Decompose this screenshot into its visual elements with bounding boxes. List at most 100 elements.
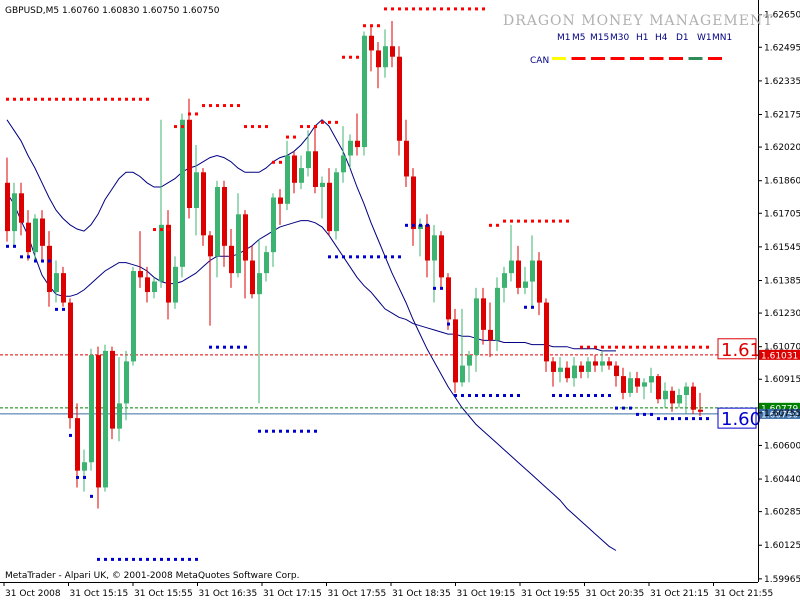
candle-body xyxy=(306,151,311,169)
resistance-dot xyxy=(489,223,492,227)
candle-body xyxy=(404,140,409,177)
envelope-bands xyxy=(6,119,617,551)
candle-body xyxy=(656,376,661,400)
resistance-dot xyxy=(111,97,114,101)
price-box xyxy=(717,407,757,429)
candle-body xyxy=(586,361,591,372)
support-dot xyxy=(615,406,618,410)
y-tick-label: 1.62175 xyxy=(764,111,800,121)
dots-layer xyxy=(6,7,709,561)
candle-body xyxy=(670,390,675,404)
candle-body xyxy=(131,271,136,362)
resistance-dot xyxy=(468,7,471,11)
resistance-dot xyxy=(139,97,142,101)
support-dot xyxy=(279,429,282,433)
candle-body xyxy=(481,298,486,330)
resistance-dot xyxy=(272,160,275,164)
support-dot xyxy=(244,345,247,349)
candle-body xyxy=(54,273,59,293)
x-tick-label: 31 Oct 20:35 xyxy=(586,589,645,599)
support-dot xyxy=(181,557,184,561)
support-dot xyxy=(405,223,408,227)
candle-body xyxy=(523,281,528,288)
support-dot xyxy=(90,494,93,498)
support-dot xyxy=(510,394,513,398)
support-dot xyxy=(237,345,240,349)
resistance-dot xyxy=(559,219,562,223)
support-dot xyxy=(34,259,37,263)
candle-body xyxy=(75,418,80,471)
candle-body xyxy=(474,298,479,356)
resistance-dot xyxy=(636,345,639,349)
candle-body xyxy=(68,302,73,419)
support-dot xyxy=(265,429,268,433)
resistance-dot xyxy=(237,104,240,108)
support-dot xyxy=(419,223,422,227)
support-dot xyxy=(55,307,58,311)
candle-body xyxy=(369,35,374,51)
support-dot xyxy=(461,394,464,398)
candle-body xyxy=(432,235,437,261)
candle-body xyxy=(173,266,178,303)
support-dot xyxy=(111,557,114,561)
support-dot xyxy=(650,412,653,416)
resistance-dot xyxy=(48,97,51,101)
support-dot xyxy=(503,394,506,398)
upper-band-line xyxy=(6,119,617,551)
candle-body xyxy=(579,365,584,372)
support-dot xyxy=(83,475,86,479)
y-tick-label: 1.60440 xyxy=(764,475,800,485)
x-tick-label: 31 Oct 18:35 xyxy=(392,589,451,599)
resistance-dot xyxy=(27,97,30,101)
candle-body xyxy=(425,224,430,261)
resistance-dot xyxy=(174,125,177,129)
support-dot xyxy=(664,417,667,421)
indicator-title: DRAGON MONEY MANAGEMENT xyxy=(503,13,774,29)
candle-body xyxy=(376,50,381,68)
support-dot xyxy=(447,322,450,326)
resistance-dot xyxy=(146,97,149,101)
support-dot xyxy=(356,255,359,259)
resistance-dot xyxy=(62,97,65,101)
candle-body xyxy=(201,172,206,236)
resistance-dot xyxy=(524,219,527,223)
candle-body xyxy=(509,260,514,274)
resistance-dot xyxy=(160,228,163,232)
resistance-dot xyxy=(258,125,261,129)
resistance-dot xyxy=(55,97,58,101)
support-dot xyxy=(552,394,555,398)
candle-body xyxy=(348,140,353,156)
support-dot xyxy=(300,429,303,433)
resistance-dot xyxy=(608,345,611,349)
support-dot xyxy=(216,345,219,349)
candle-body xyxy=(103,350,108,488)
candle-body xyxy=(383,46,388,68)
support-dot xyxy=(636,412,639,416)
candle-body xyxy=(390,46,395,57)
y-tick-label: 1.60755 xyxy=(764,409,800,419)
candles-layer xyxy=(5,21,703,509)
resistance-dot xyxy=(398,7,401,11)
can-dash xyxy=(610,57,625,60)
candle-body xyxy=(628,378,633,393)
support-dot xyxy=(601,394,604,398)
candle-body xyxy=(124,361,129,404)
candle-body xyxy=(334,172,339,232)
support-dot xyxy=(475,394,478,398)
resistance-dot xyxy=(349,55,352,59)
support-dot xyxy=(566,394,569,398)
candle-body xyxy=(278,197,283,204)
support-dot xyxy=(69,433,72,437)
lower-band-line xyxy=(6,193,616,352)
resistance-dot xyxy=(552,219,555,223)
copyright-text: MetaTrader - Alpari UK, © 2001-2008 Meta… xyxy=(5,571,299,581)
support-dot xyxy=(699,417,702,421)
candle-body xyxy=(82,462,87,471)
support-dot xyxy=(167,557,170,561)
support-dot xyxy=(594,394,597,398)
resistance-dot xyxy=(622,345,625,349)
candle-body xyxy=(89,355,94,463)
resistance-dot xyxy=(90,97,93,101)
support-dot xyxy=(692,417,695,421)
